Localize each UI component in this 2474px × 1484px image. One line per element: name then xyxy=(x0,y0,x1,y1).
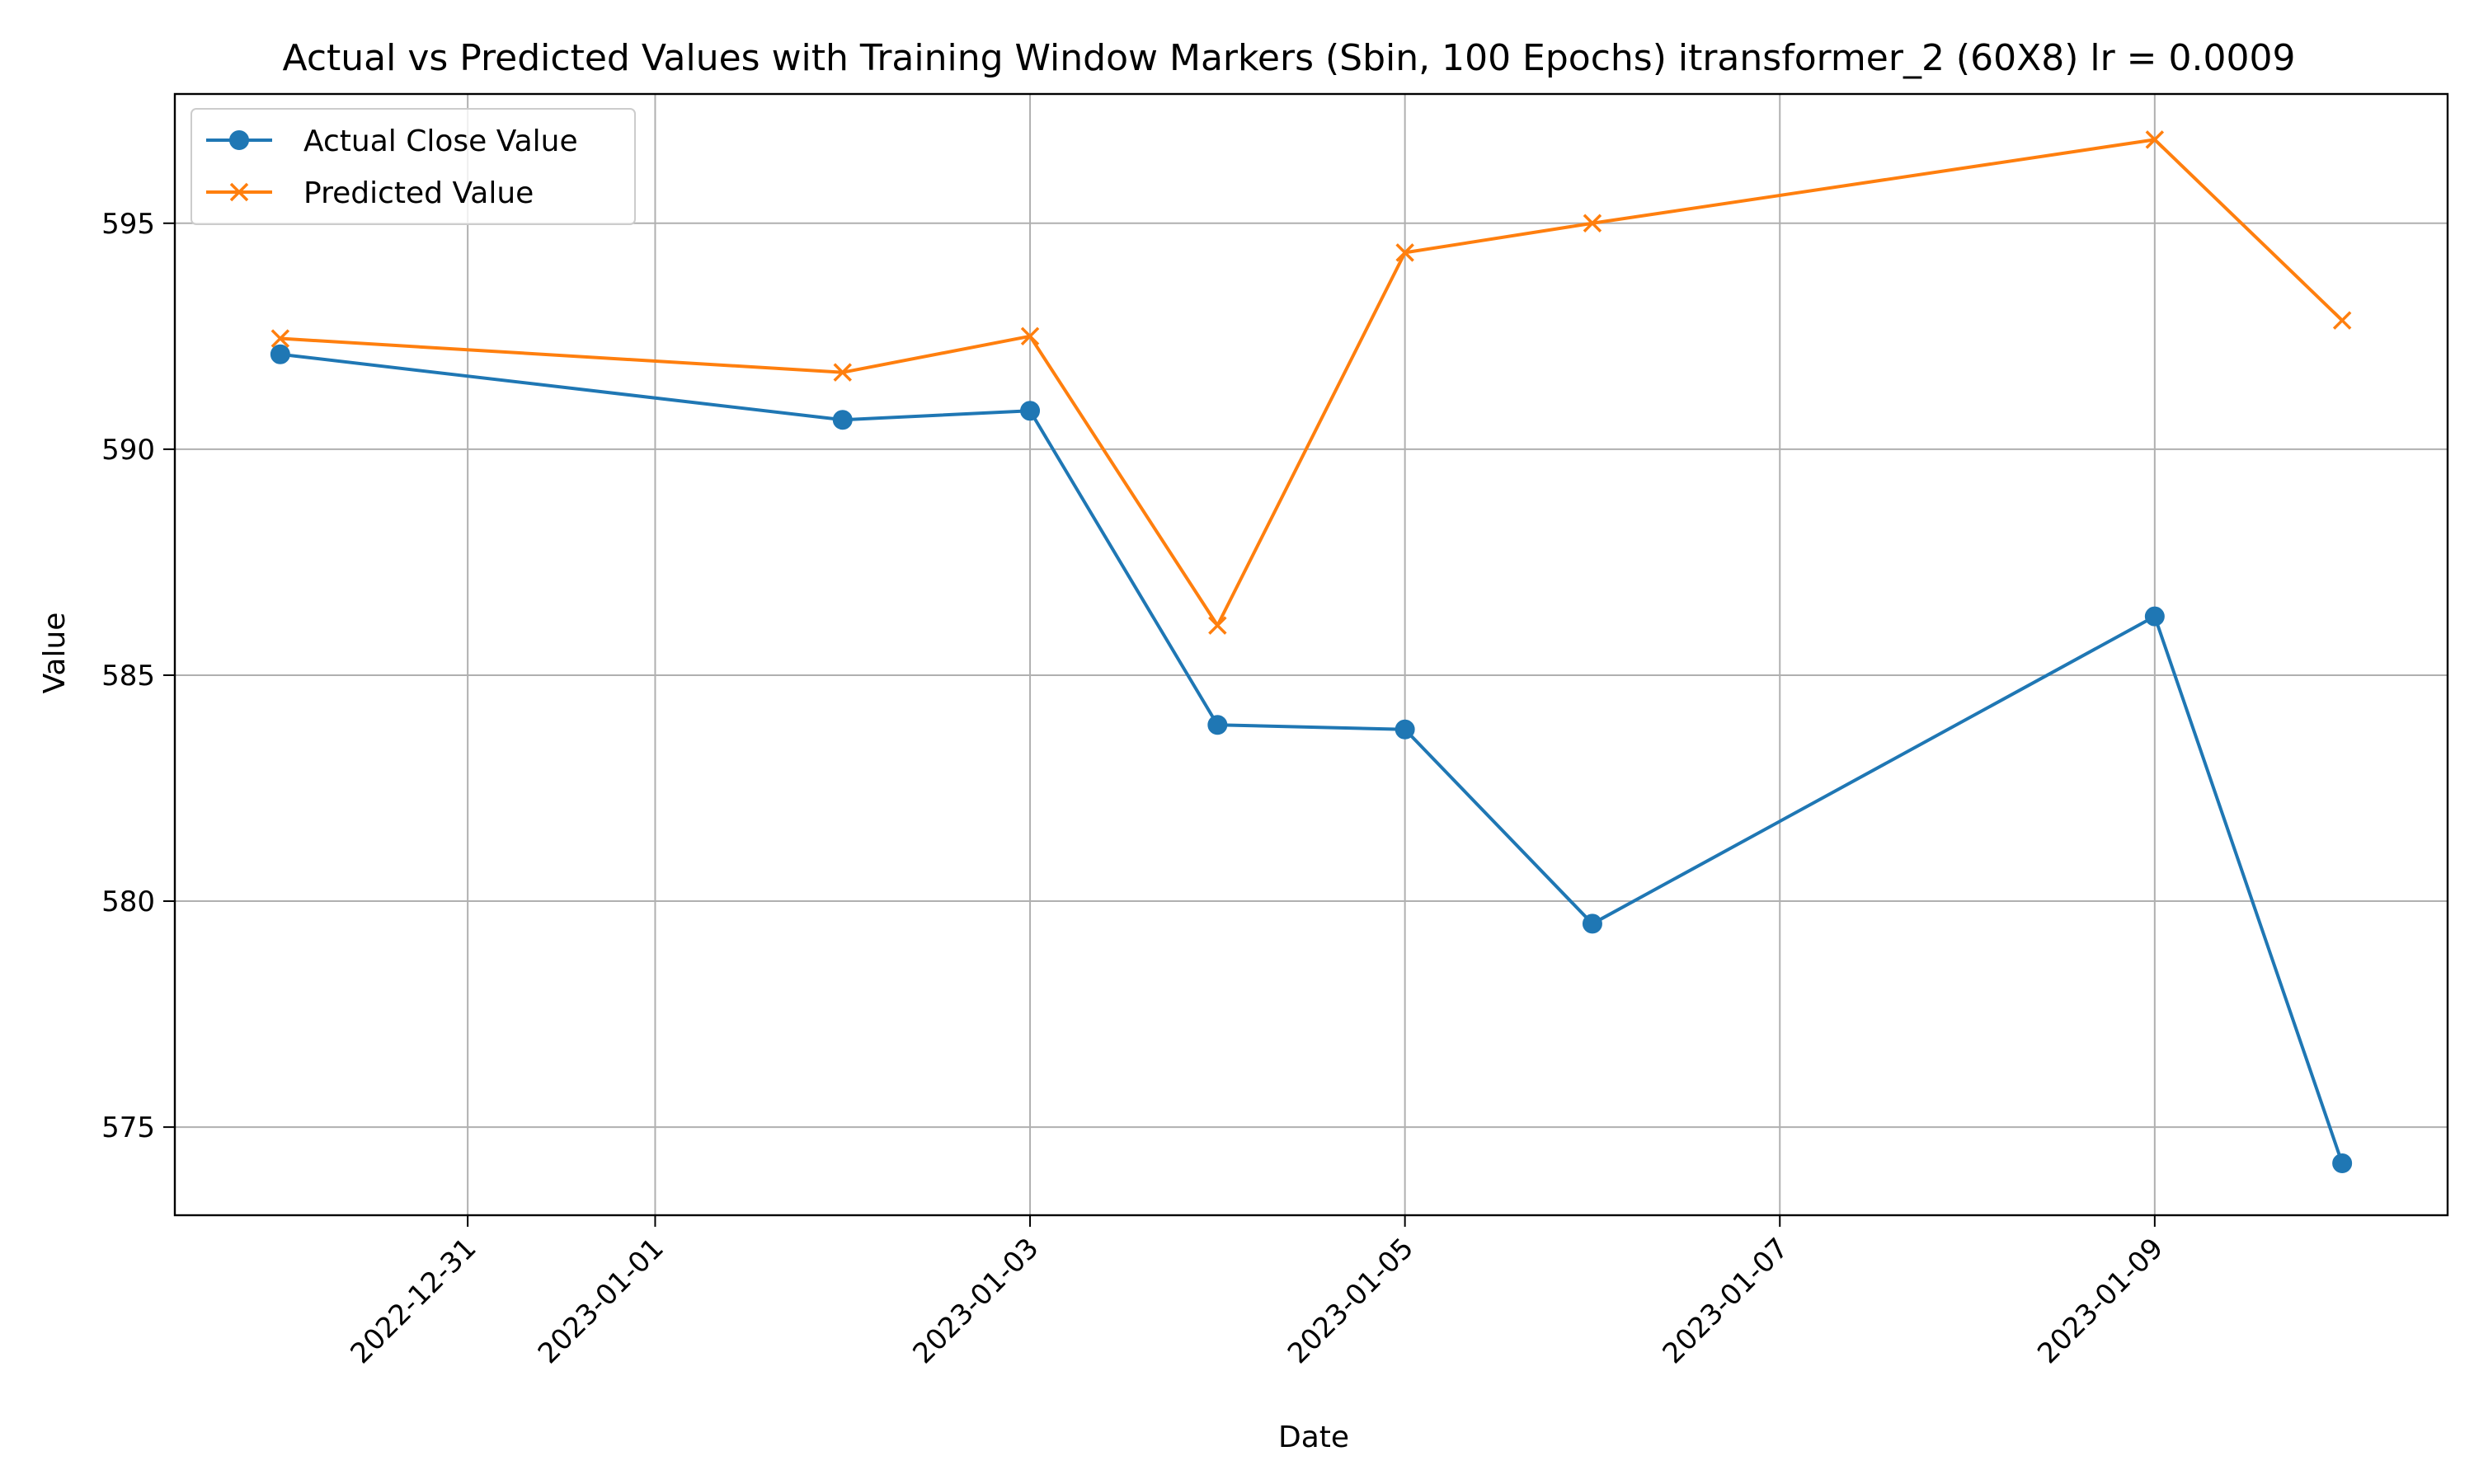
data-point xyxy=(1020,326,1040,346)
plot-frame xyxy=(173,92,2449,1217)
data-point xyxy=(1583,214,1602,233)
data-point xyxy=(1207,715,1228,735)
data-point xyxy=(2332,1153,2353,1173)
series-line xyxy=(280,352,2345,1164)
data-point xyxy=(1395,243,1414,262)
y-tick-label: 590 xyxy=(101,434,155,467)
y-tick-label: 595 xyxy=(101,208,155,241)
legend-box xyxy=(190,108,636,225)
data-point xyxy=(2332,311,2352,330)
data-point xyxy=(1395,719,1415,740)
y-tick-label: 585 xyxy=(101,660,155,693)
data-point xyxy=(832,410,853,430)
legend-marker xyxy=(229,182,249,202)
data-point xyxy=(2145,130,2165,149)
data-point xyxy=(1582,913,1602,934)
y-tick-label: 575 xyxy=(101,1111,155,1144)
series-predicted xyxy=(270,130,2352,635)
legend-label: Actual Close Value xyxy=(303,124,578,158)
legend-marker xyxy=(229,130,249,150)
legend-item: Predicted Value xyxy=(206,176,534,210)
y-axis-label: Value xyxy=(38,613,72,694)
x-axis-label: Date xyxy=(1278,1421,1349,1454)
legend-label: Predicted Value xyxy=(303,176,534,210)
legend-item: Actual Close Value xyxy=(206,124,578,158)
chart-title: Actual vs Predicted Values with Training… xyxy=(283,37,2296,79)
series-layer xyxy=(270,130,2353,1173)
y-tick-label: 580 xyxy=(101,885,155,918)
data-point xyxy=(1208,616,1227,635)
grid xyxy=(175,94,2448,1215)
series-line xyxy=(280,138,2344,627)
data-point xyxy=(1020,401,1041,421)
data-point xyxy=(2144,606,2165,627)
data-point xyxy=(833,363,852,382)
data-point xyxy=(270,329,290,348)
legend: Actual Close Value Predicted Value xyxy=(190,108,636,225)
data-point xyxy=(270,344,290,364)
series-actual xyxy=(270,344,2353,1173)
